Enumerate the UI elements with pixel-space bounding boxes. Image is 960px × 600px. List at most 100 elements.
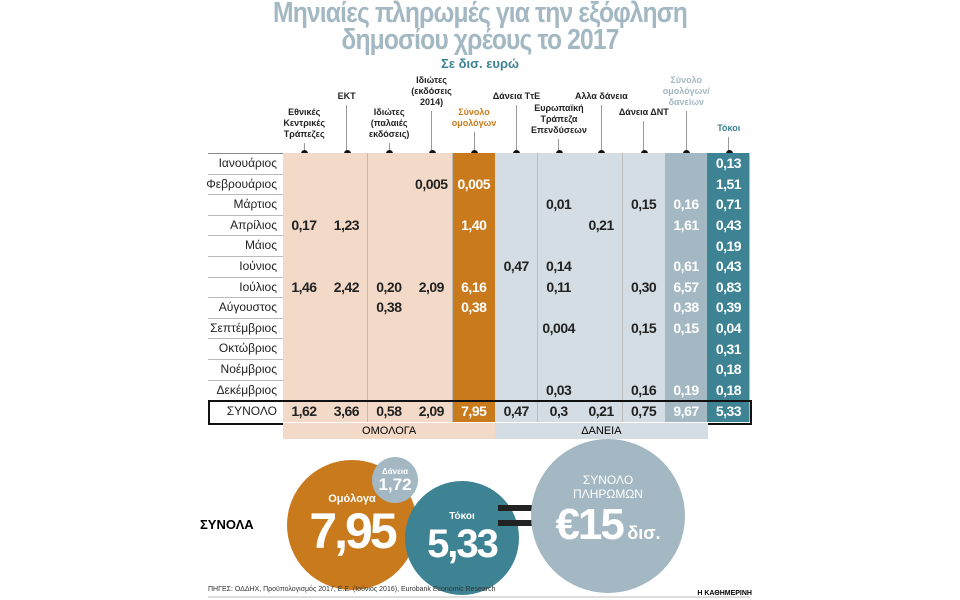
table-cell [283,153,326,174]
month-label: Νοέμβριος [220,362,277,376]
column-header: Δάνεια ΔΝΤ [615,107,673,151]
total-cell: 0,21 [580,401,624,422]
total-cell: 2,09 [410,401,454,422]
total-cell: 3,66 [325,401,369,422]
table-cell [580,317,624,339]
total-payments-bubble: ΣΥΝΟΛΟ ΠΛΗΡΩΜΩΝ €15 δισ. [531,439,685,593]
table-cell [452,379,496,401]
table-cell [367,338,411,359]
table-cell [452,317,496,339]
header-leader-line [728,137,730,151]
table-cell [452,338,496,359]
table-cell [495,297,539,318]
month-label: Ιανουάριος [218,156,277,170]
total-cell: 0,75 [622,401,666,422]
table-cell: 0,19 [707,235,751,256]
table-cell [367,256,411,277]
table-cell [283,317,326,339]
month-label: Ιούνιος [239,259,277,273]
title-line-1: Μηνιαίες πληρωμές για την εξόφληση [273,0,688,29]
table-cell [367,214,411,236]
footer-rule [208,596,750,598]
table-cell: 0,04 [707,317,751,339]
loans-bubble-value: 1,72 [378,475,412,494]
table-cell [367,194,411,215]
table-cell [537,338,581,359]
total-label-2: ΠΛΗΡΩΜΩΝ [573,487,643,501]
column-header-text: Δάνεια ΤτΕ [492,91,541,101]
title-line-2: δημοσίου χρέους το 2017 [341,24,619,56]
table-cell [537,173,581,195]
table-cell: 0,43 [707,214,751,236]
table-cell: 0,61 [665,256,708,277]
table-cell: 0,47 [495,256,539,277]
table-cell: 0,18 [707,359,751,380]
table-cell: 0,13 [707,153,751,174]
column-header-text: Σύνολο ομολόγων [451,107,497,128]
header-leader-line [600,105,602,151]
table-cell: 2,42 [325,276,369,298]
summary-label: ΣΥΝΟΛΑ [200,517,254,532]
table-cell [410,379,454,401]
table-cell [495,338,539,359]
table-cell [580,297,624,318]
column-header-text: Τόκοι [717,123,741,133]
table-cell [452,256,496,277]
table-cell [410,297,454,318]
table-cell [283,194,326,215]
table-cell [537,153,581,174]
table-cell: 2,09 [410,276,454,298]
table-cell: 0,39 [707,297,751,318]
table-cell [580,173,624,195]
table-cell [325,194,369,215]
total-cell: 0,58 [367,401,411,422]
table-cell [325,317,369,339]
table-cell [580,153,624,174]
table-cell [283,359,326,380]
column-header: Ευρωπαϊκή Τράπεζα Επενδύσεων [530,103,588,151]
header-leader-line [643,121,645,151]
table-cell: 0,38 [665,297,708,318]
table-cell [580,338,624,359]
header-leader-line [473,132,475,151]
table-cell [495,276,539,298]
column-header-text: ΕΚΤ [337,91,356,101]
table-cell [495,235,539,256]
column-header-text: Δάνεια ΔΝΤ [618,107,669,117]
chart-title: Μηνιαίες πληρωμές για την εξόφληση δημοσ… [72,0,888,56]
table-cell [325,173,369,195]
total-unit: δισ. [627,523,661,543]
table-cell [325,153,369,174]
column-header: Δάνεια ΤτΕ [487,91,545,151]
source-note: ΠΗΓΕΣ: ΟΔΔΗΧ, Προϋπολογισμός 2017, Ε.Ε. … [208,586,496,593]
table-cell: 0,38 [367,297,411,318]
total-row-label: ΣΥΝΟΛΟ [226,404,277,419]
table-cell: 0,14 [537,256,581,277]
table-cell [283,235,326,256]
column-header: Ιδιώτες (εκδόσεις 2014) [403,75,461,151]
month-label: Μάιος [244,238,277,253]
table-cell [495,359,539,380]
month-label: Ιούλιος [239,279,277,294]
table-cell [665,359,708,380]
interest-bubble-label: Τόκοι [449,510,475,522]
column-header: Σύνολο ομολόγων [445,107,503,151]
interest-bubble: Τόκοι 5,33 [405,481,519,595]
table-cell: 1,40 [452,214,496,236]
table-cell: 0,004 [537,317,581,339]
month-label: Αύγουστος [218,300,277,315]
column-header-text: Εθνικές Κεντρικές Τράπεζες [283,107,326,139]
table-cell [537,359,581,380]
equals-sign-top [498,505,532,511]
table-cell [665,153,708,174]
table-cell: 0,18 [707,379,751,401]
table-cell [495,214,539,236]
table-cell [325,256,369,277]
table-cell [622,153,666,174]
table-cell: 0,20 [367,276,411,298]
table-cell [325,359,369,380]
table-cell [283,173,326,195]
table-cell [410,256,454,277]
table-cell [452,359,496,380]
group-label-loans: ΔΑΝΕΙΑ [495,422,708,439]
